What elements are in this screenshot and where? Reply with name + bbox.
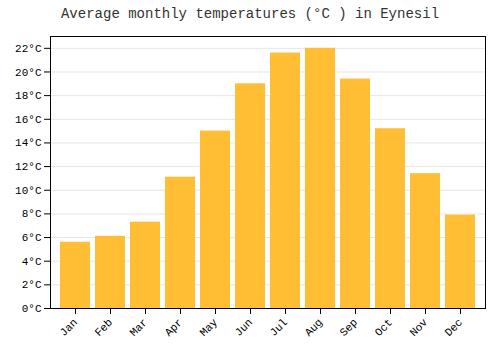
svg-text:10°C: 10°C: [15, 185, 42, 197]
svg-text:Jul: Jul: [268, 316, 290, 338]
svg-text:22°C: 22°C: [15, 43, 42, 55]
svg-text:20°C: 20°C: [15, 66, 42, 78]
svg-text:12°C: 12°C: [15, 161, 42, 173]
svg-text:Feb: Feb: [93, 316, 115, 338]
svg-text:Dec: Dec: [443, 316, 465, 338]
svg-text:Jun: Jun: [233, 316, 255, 338]
svg-text:18°C: 18°C: [15, 90, 42, 102]
svg-text:6°C: 6°C: [22, 232, 42, 244]
svg-text:Nov: Nov: [408, 316, 431, 339]
html-text:Average monthly temperatures (: Average monthly temperatures (°C ) in Ey…: [61, 6, 439, 22]
svg-text:May: May: [198, 316, 221, 339]
svg-text:Mar: Mar: [128, 316, 150, 338]
svg-text:14°C: 14°C: [15, 137, 42, 149]
svg-text:2°C: 2°C: [22, 279, 42, 291]
svg-text:8°C: 8°C: [22, 208, 42, 220]
svg-text:4°C: 4°C: [22, 256, 42, 268]
svg-text:Oct: Oct: [373, 316, 395, 338]
svg-text:Sep: Sep: [338, 316, 360, 338]
svg-text:Aug: Aug: [303, 316, 325, 338]
svg-text:16°C: 16°C: [15, 114, 42, 126]
svg-text:Apr: Apr: [163, 316, 185, 338]
svg-text:0°C: 0°C: [22, 303, 42, 315]
svg-text:Jan: Jan: [58, 316, 80, 338]
